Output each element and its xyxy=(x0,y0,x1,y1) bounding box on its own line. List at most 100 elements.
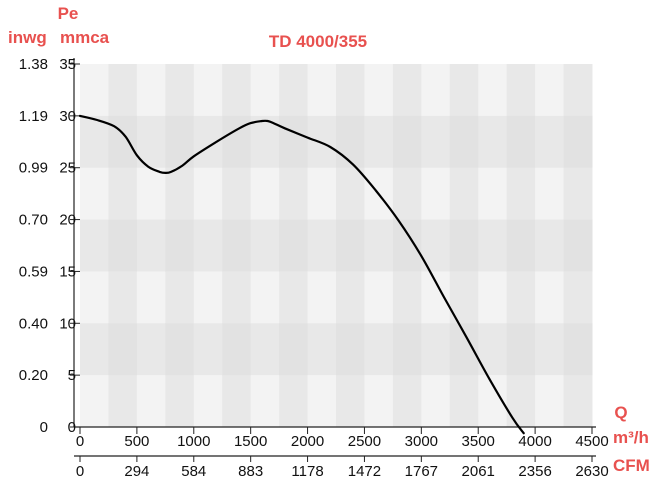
grid-cell xyxy=(80,323,109,376)
grid-cell xyxy=(222,64,252,117)
grid-cell xyxy=(165,323,195,376)
grid-cell xyxy=(421,271,451,324)
grid-cell xyxy=(421,64,451,117)
x-tick-label-cfm: 0 xyxy=(76,463,84,480)
grid-cell xyxy=(108,64,138,117)
grid-cell xyxy=(336,219,365,272)
grid-cell xyxy=(392,167,422,221)
grid-cell xyxy=(279,323,309,376)
y-tick-label-mmca: 25 xyxy=(59,160,76,177)
grid-cell xyxy=(506,375,536,428)
x-tick-label-m3h: 2500 xyxy=(348,433,381,450)
y-tick-label-inwg: 0.40 xyxy=(19,315,48,332)
grid-cell xyxy=(506,219,536,272)
grid-cell xyxy=(279,167,309,221)
grid-cell xyxy=(108,115,138,169)
x-unit-secondary: CFM xyxy=(613,456,650,475)
grid-cell xyxy=(364,219,394,272)
grid-cell xyxy=(136,375,166,428)
grid-cell xyxy=(193,271,223,324)
grid-cell xyxy=(336,271,365,324)
grid-cell xyxy=(136,167,166,221)
x-tick-label-m3h: 4000 xyxy=(518,433,551,450)
grid-cell xyxy=(449,167,479,221)
grid-cell xyxy=(165,271,195,324)
grid-cell xyxy=(506,271,536,324)
grid-cell xyxy=(193,375,223,428)
grid-cell xyxy=(222,219,252,272)
grid-cell xyxy=(336,323,365,376)
x-tick-label-cfm: 883 xyxy=(238,463,263,480)
grid-cell xyxy=(250,219,280,272)
y-tick-label-inwg: 0.20 xyxy=(19,367,48,384)
grid-cell xyxy=(279,271,309,324)
y-ticks: 0 0 5 0.20 10 0.40 15 0.59 20 0.70 25 0.99 30 1.19 35 1… xyxy=(19,56,80,436)
grid-cell xyxy=(364,375,394,428)
grid-cell xyxy=(421,167,451,221)
grid-cell xyxy=(222,375,252,428)
grid-cell xyxy=(535,167,565,221)
y-tick-label-mmca: 5 xyxy=(68,367,76,384)
grid-cell xyxy=(279,64,309,117)
grid-cell xyxy=(165,375,195,428)
x-tick-label-cfm: 2061 xyxy=(462,463,495,480)
grid-cell xyxy=(307,271,337,324)
grid-cell xyxy=(307,167,337,221)
grid-cell xyxy=(563,167,593,221)
grid-cell xyxy=(193,115,223,169)
grid-cell xyxy=(563,323,593,376)
grid-cell xyxy=(563,219,593,272)
grid-cell xyxy=(250,271,280,324)
grid-cell xyxy=(336,115,365,169)
grid-cell xyxy=(80,219,109,272)
grid-cell xyxy=(165,167,195,221)
grid-cell xyxy=(478,271,508,324)
grid-cell xyxy=(392,64,422,117)
grid-cell xyxy=(193,167,223,221)
grid-cell xyxy=(80,64,109,117)
grid-cell xyxy=(307,64,337,117)
grid-cell xyxy=(136,323,166,376)
x-tick-label-m3h: 1000 xyxy=(177,433,210,450)
grid-cell xyxy=(165,64,195,117)
x-tick-label-cfm: 584 xyxy=(181,463,206,480)
grid-cell xyxy=(250,375,280,428)
grid-cell xyxy=(193,64,223,117)
grid-cell xyxy=(563,271,593,324)
y-tick-label-mmca: 30 xyxy=(59,108,76,125)
grid-cell xyxy=(336,64,365,117)
grid-cell xyxy=(421,375,451,428)
y-tick-label-mmca: 0 xyxy=(68,419,76,436)
grid-cell xyxy=(478,115,508,169)
grid-cell xyxy=(535,271,565,324)
grid-cell xyxy=(449,375,479,428)
grid-cell xyxy=(535,375,565,428)
grid-cell xyxy=(80,167,109,221)
grid-cell xyxy=(136,64,166,117)
grid-cell xyxy=(563,115,593,169)
grid-cell xyxy=(108,375,138,428)
y-right-unit: mmca xyxy=(60,28,110,47)
grid-cell xyxy=(193,323,223,376)
x-tick-label-m3h: 3000 xyxy=(405,433,438,450)
grid-cell xyxy=(250,64,280,117)
grid-cell xyxy=(108,271,138,324)
y-tick-label-mmca: 15 xyxy=(59,263,76,280)
x-tick-label-cfm: 1178 xyxy=(291,463,323,480)
y-tick-label-inwg: 1.38 xyxy=(19,56,48,73)
x-tick-label-m3h: 4500 xyxy=(575,433,608,450)
grid-cell xyxy=(421,323,451,376)
grid-cell xyxy=(307,219,337,272)
y-tick-label-inwg: 0.59 xyxy=(19,263,48,280)
grid-cell xyxy=(336,167,365,221)
grid-cell xyxy=(535,323,565,376)
x-axis-label: Q xyxy=(614,403,627,422)
grid-cell xyxy=(108,323,138,376)
grid-cell xyxy=(279,115,309,169)
grid-cell xyxy=(535,64,565,117)
grid-cell xyxy=(563,375,593,428)
grid-cell xyxy=(364,271,394,324)
y-tick-label-inwg: 0.70 xyxy=(19,212,48,229)
grid-cell xyxy=(336,375,365,428)
grid-cell xyxy=(506,167,536,221)
